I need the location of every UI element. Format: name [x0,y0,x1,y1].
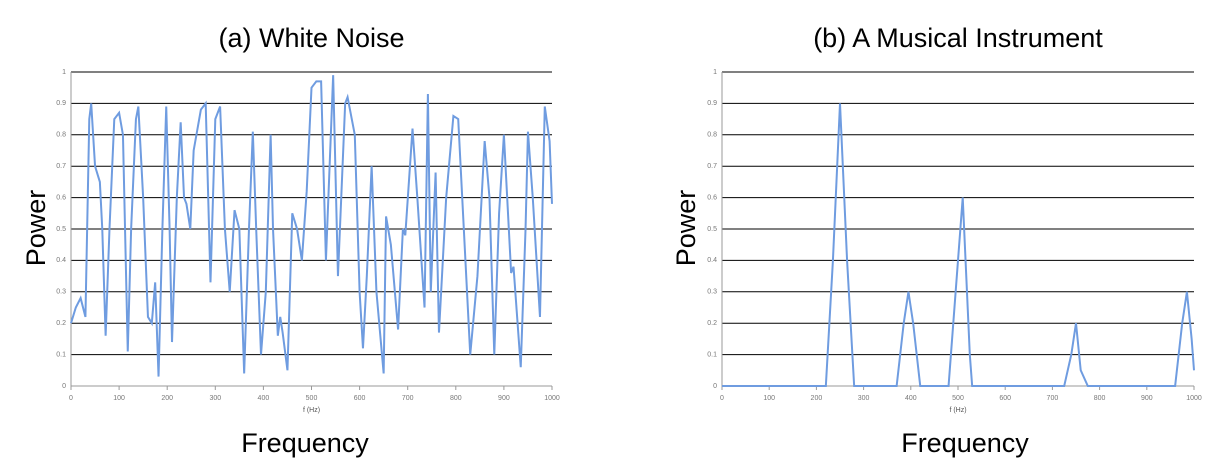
y-tick-label: 1 [62,69,66,76]
x-tick-label: 800 [450,395,462,402]
y-tick-label: 0.8 [56,132,66,139]
y-tick-label: 1 [713,69,717,76]
chart-title: (b) A Musical Instrument [813,23,1103,53]
data-line [722,103,1195,387]
x-tick-label: 800 [1094,395,1106,402]
y-tick-label: 0.9 [707,100,717,107]
y-tick-label: 0.9 [56,100,66,107]
x-tick-label: 200 [161,395,173,402]
x-tick-label: 400 [905,395,917,402]
x-tick-label: 300 [858,395,870,402]
y-tick-label: 0.2 [707,320,717,327]
x-axis-title: f (Hz) [949,407,966,414]
x-tick-label: 0 [720,395,724,402]
x-tick-label: 1000 [544,395,560,402]
x-tick-label: 400 [258,395,270,402]
y-tick-label: 0.4 [707,257,717,264]
chart-title: (a) White Noise [218,23,404,53]
caption: Frequency [241,428,369,458]
y-tick-label: 0.7 [56,163,66,170]
x-tick-label: 0 [69,395,73,402]
y-tick-label: 0.1 [56,351,66,358]
x-axis-title: f (Hz) [303,407,320,414]
y-axis-title: Power [671,190,701,267]
y-tick-label: 0.6 [707,194,717,201]
y-tick-label: 0.4 [56,257,66,264]
x-tick-label: 900 [498,395,510,402]
x-tick-label: 200 [811,395,823,402]
x-tick-label: 1000 [1186,395,1202,402]
y-axis-title: Power [21,190,51,267]
y-tick-label: 0 [62,383,66,390]
x-tick-label: 600 [354,395,366,402]
y-tick-label: 0.2 [56,320,66,327]
x-tick-label: 100 [113,395,125,402]
x-tick-label: 900 [1141,395,1153,402]
caption: Frequency [901,428,1029,458]
y-tick-label: 0.3 [56,289,66,296]
x-tick-label: 500 [306,395,318,402]
y-tick-label: 0.5 [707,226,717,233]
y-tick-label: 0.8 [707,132,717,139]
x-tick-label: 300 [209,395,221,402]
x-tick-label: 700 [1047,395,1059,402]
y-tick-label: 0.1 [707,351,717,358]
x-tick-label: 100 [763,395,775,402]
data-line [70,75,553,377]
y-tick-label: 0 [713,383,717,390]
y-tick-label: 0.3 [707,289,717,296]
x-tick-label: 600 [999,395,1011,402]
y-tick-label: 0.6 [56,194,66,201]
y-tick-label: 0.7 [707,163,717,170]
x-tick-label: 500 [952,395,964,402]
y-tick-label: 0.5 [56,226,66,233]
x-tick-label: 700 [402,395,414,402]
